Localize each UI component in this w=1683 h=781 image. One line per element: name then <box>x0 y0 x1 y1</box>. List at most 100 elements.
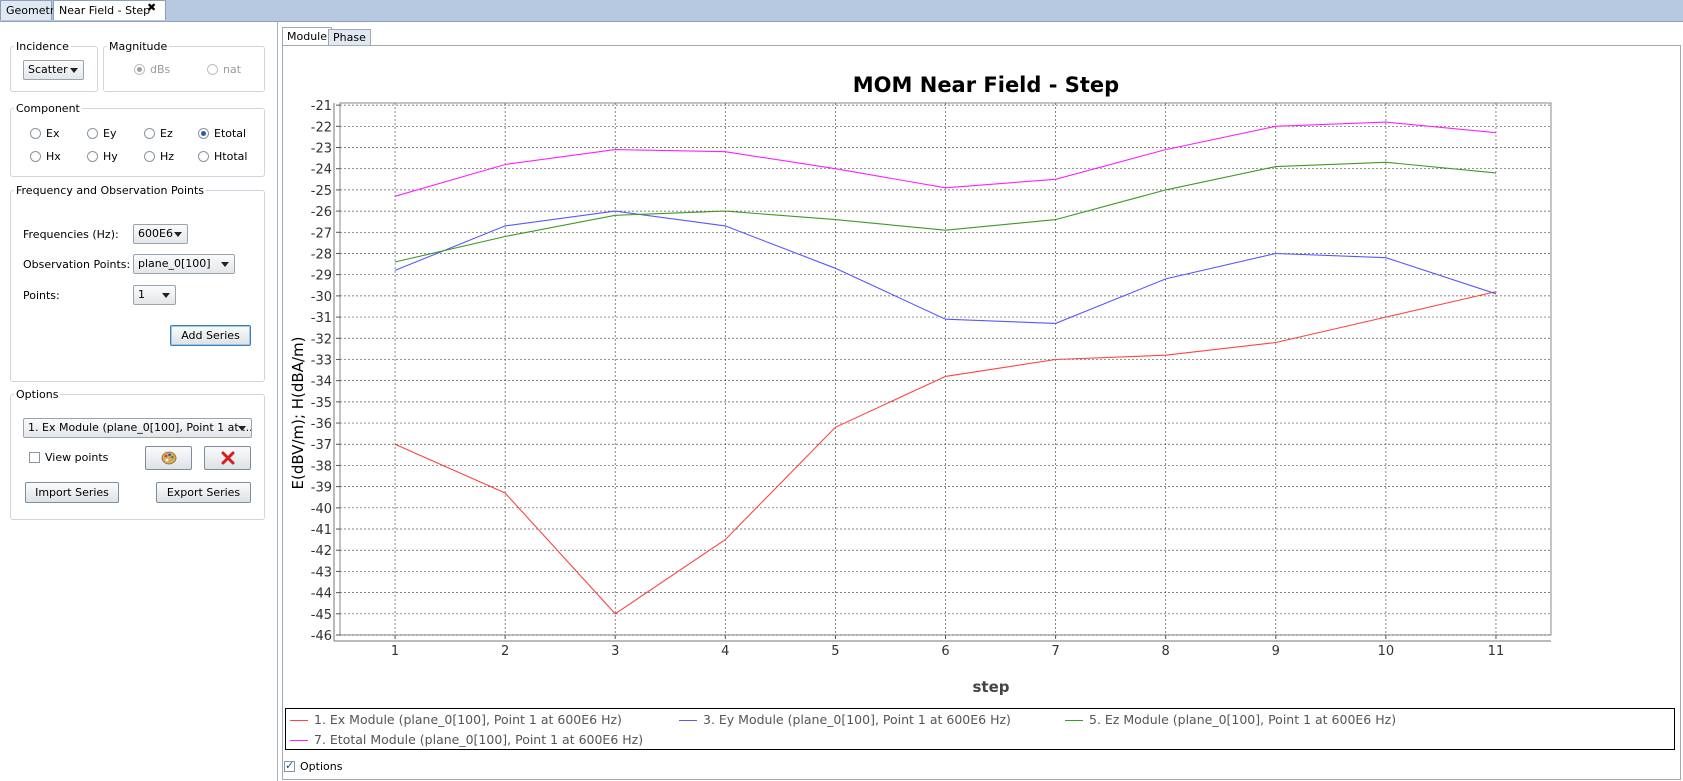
points-value: 1 <box>138 288 145 301</box>
series-line-3 <box>394 161 1497 263</box>
component-hz-label: Hz <box>160 150 175 163</box>
legend-label-ex: 1. Ex Module (plane_0[100], Point 1 at 6… <box>314 712 622 727</box>
color-palette-button[interactable] <box>145 446 192 470</box>
chevron-down-icon <box>162 293 170 298</box>
x-tick-label: 9 <box>1272 644 1280 659</box>
frequencies-value: 600E6 <box>138 227 173 240</box>
y-tick-label: -44 <box>311 587 332 602</box>
component-ex-label: Ex <box>46 127 60 140</box>
chart-frame <box>282 45 1681 780</box>
y-tick-label: -34 <box>311 375 332 390</box>
x-tick-label: 11 <box>1488 644 1505 659</box>
y-tick-label: -39 <box>311 481 332 496</box>
x-axis-label: step <box>972 678 1009 696</box>
y-tick-label: -46 <box>311 629 332 644</box>
close-tab-icon[interactable]: ✖ <box>147 1 157 14</box>
component-hx-radio[interactable]: Hx <box>30 150 61 163</box>
component-group: Component <box>10 102 265 177</box>
document-tab-bar: Geometry Near Field - Step ✖ <box>0 0 1683 22</box>
x-tick-label: 7 <box>1051 644 1059 659</box>
series-select[interactable]: 1. Ex Module (plane_0[100], Point 1 at .… <box>23 418 252 438</box>
y-tick-label: -32 <box>311 332 332 347</box>
component-etotal-radio[interactable]: Etotal <box>198 127 246 140</box>
import-series-button[interactable]: Import Series <box>25 482 119 503</box>
magnitude-dbs-radio[interactable]: dBs <box>134 63 170 76</box>
view-points-checkbox[interactable]: View points <box>29 451 108 464</box>
frequencies-select[interactable]: 600E6 <box>133 224 188 244</box>
options-checkbox-label: Options <box>300 760 343 773</box>
x-tick-label: 8 <box>1162 644 1170 659</box>
legend-item-ez: 5. Ez Module (plane_0[100], Point 1 at 6… <box>1061 712 1396 727</box>
series-line-1 <box>394 291 1497 615</box>
points-select[interactable]: 1 <box>133 285 176 305</box>
component-ey-radio[interactable]: Ey <box>87 127 116 140</box>
add-series-button[interactable]: Add Series <box>170 325 251 346</box>
y-tick-label: -41 <box>311 523 332 538</box>
y-tick-label: -38 <box>311 459 332 474</box>
options-title: Options <box>16 388 59 401</box>
component-hz-radio[interactable]: Hz <box>144 150 174 163</box>
tab-phase[interactable]: Phase <box>328 29 371 45</box>
legend-swatch <box>290 740 308 741</box>
delete-series-button[interactable] <box>204 446 251 470</box>
x-tick-label: 1 <box>391 644 399 659</box>
tab-near-field-label: Near Field - Step <box>59 4 151 17</box>
y-tick-label: -42 <box>311 544 332 559</box>
component-ez-radio[interactable]: Ez <box>144 127 173 140</box>
radio-indicator <box>30 151 41 162</box>
y-tick-label: -25 <box>311 184 332 199</box>
palette-icon <box>161 451 176 465</box>
checkbox-indicator <box>284 759 295 772</box>
series-line-4 <box>394 121 1497 197</box>
component-hy-radio[interactable]: Hy <box>87 150 118 163</box>
series-select-value: 1. Ex Module (plane_0[100], Point 1 at .… <box>28 421 252 434</box>
freq-obs-group: Frequency and Observation Points <box>10 184 265 382</box>
y-tick-label: -45 <box>311 608 332 623</box>
magnitude-nat-radio[interactable]: nat <box>207 63 241 76</box>
radio-indicator <box>207 64 218 75</box>
y-tick-label: -36 <box>311 417 332 432</box>
legend-label-etotal: 7. Etotal Module (plane_0[100], Point 1 … <box>314 732 644 747</box>
export-series-button[interactable]: Export Series <box>156 482 251 503</box>
y-tick-label: -23 <box>311 142 332 157</box>
tab-near-field-step[interactable]: Near Field - Step <box>53 0 166 20</box>
radio-indicator <box>198 128 209 139</box>
x-tick-label: 5 <box>831 644 839 659</box>
legend-item-ex: 1. Ex Module (plane_0[100], Point 1 at 6… <box>286 712 622 727</box>
tab-module[interactable]: Module <box>282 27 332 45</box>
magnitude-title: Magnitude <box>109 40 168 53</box>
component-htotal-radio[interactable]: Htotal <box>198 150 247 163</box>
component-hy-label: Hy <box>103 150 118 163</box>
y-tick-label: -31 <box>311 311 332 326</box>
checkbox-indicator <box>29 452 40 463</box>
y-tick-label: -26 <box>311 205 332 220</box>
y-tick-label: -28 <box>311 247 332 262</box>
y-tick-label: -30 <box>311 290 332 305</box>
series-layer <box>394 121 1497 615</box>
axis-layer: -21 -22 -23 -24 -25 -26 -27 -28 -29 -30 -31 -32 -33 -… <box>311 99 1551 659</box>
x-tick-label: 6 <box>941 644 949 659</box>
tab-geometry-label: Geometry <box>6 4 61 17</box>
observation-points-select[interactable]: plane_0[100] <box>133 254 235 274</box>
radio-indicator <box>144 128 155 139</box>
series-line-2 <box>394 210 1497 324</box>
incidence-group: Incidence <box>10 40 98 92</box>
controls-panel: Incidence Scatter Magnitude dBs nat Comp… <box>0 22 278 781</box>
component-title: Component <box>16 102 80 115</box>
grid-layer <box>339 102 1552 636</box>
points-label: Points: <box>23 289 60 302</box>
legend-label-ez: 5. Ez Module (plane_0[100], Point 1 at 6… <box>1089 712 1397 727</box>
legend-label-ey: 3. Ey Module (plane_0[100], Point 1 at 6… <box>703 712 1011 727</box>
incidence-value: Scatter <box>28 63 68 76</box>
component-ex-radio[interactable]: Ex <box>30 127 59 140</box>
tab-geometry[interactable]: Geometry <box>0 0 61 20</box>
incidence-select[interactable]: Scatter <box>23 60 84 80</box>
radio-indicator <box>134 64 145 75</box>
frequencies-label: Frequencies (Hz): <box>23 228 119 241</box>
chart-legend: 1. Ex Module (plane_0[100], Point 1 at 6… <box>285 708 1675 750</box>
y-tick-label: -43 <box>311 565 332 580</box>
y-tick-label: -33 <box>311 353 332 368</box>
options-checkbox[interactable]: Options <box>284 759 343 773</box>
incidence-title: Incidence <box>16 40 69 53</box>
component-etotal-label: Etotal <box>214 127 247 140</box>
